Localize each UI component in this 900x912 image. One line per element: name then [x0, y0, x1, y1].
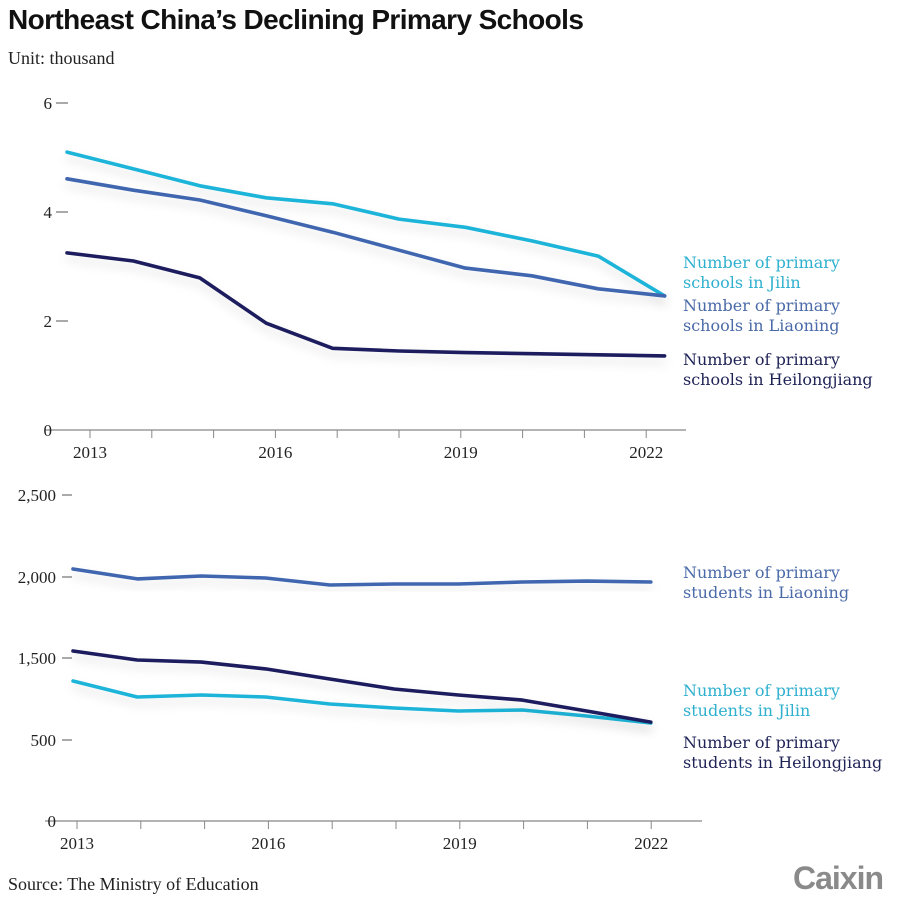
students-line-chart: 2013 2016 2019 2022 0 500 1,500 2,000 2,500 Numbe…: [18, 486, 882, 853]
series-heilongjiang: [71, 649, 653, 724]
series-line-jilin: [71, 679, 653, 725]
y-tick-label: 1,500: [18, 649, 56, 668]
series-label-liaoning: schools in Liaoning: [683, 316, 840, 335]
series-label-heilongjiang: students in Heilongjiang: [683, 753, 882, 772]
unit-label: Unit: thousand: [8, 48, 115, 68]
series-label-jilin: schools in Jilin: [683, 273, 801, 292]
x-tick-label: 2022: [634, 834, 668, 853]
x-tick-label: 2019: [444, 443, 478, 462]
x-tick-label: 2013: [73, 443, 107, 462]
x-tick-label: 2016: [258, 443, 292, 462]
y-tick-label: 500: [31, 731, 57, 750]
series-liaoning: [71, 567, 653, 587]
series-line-jilin: [65, 150, 667, 298]
y-tick-label: 4: [44, 203, 53, 222]
source-note: Source: The Ministry of Education: [8, 874, 259, 894]
series-line-liaoning: [65, 177, 667, 298]
caixin-logo: Caixin: [793, 860, 884, 896]
series-line-heilongjiang: [65, 251, 667, 358]
x-tick-label: 2016: [251, 834, 285, 853]
series-jilin: [71, 679, 653, 725]
y-tick-label: 6: [44, 94, 53, 113]
series-label-jilin: Number of primary: [683, 253, 840, 272]
series-line-liaoning: [71, 567, 653, 587]
y-tick-label: 0: [44, 421, 53, 440]
series-label-heilongjiang: Number of primary: [683, 350, 840, 369]
y-tick-label: 2: [44, 312, 53, 331]
series-label-heilongjiang: schools in Heilongjiang: [683, 370, 873, 389]
series-label-liaoning: students in Liaoning: [683, 583, 849, 602]
series-label-jilin: students in Jilin: [683, 701, 810, 720]
chart-title: Northeast China’s Declining Primary Scho…: [8, 4, 584, 35]
y-tick-label: 2,000: [18, 568, 56, 587]
series-heilongjiang: [65, 251, 667, 358]
series-label-liaoning: Number of primary: [683, 296, 840, 315]
x-tick-label: 2019: [443, 834, 477, 853]
series-label-jilin: Number of primary: [683, 681, 840, 700]
series-label-liaoning: Number of primary: [683, 563, 840, 582]
series-line-heilongjiang: [71, 649, 653, 724]
y-tick-label: 2,500: [18, 486, 56, 505]
series-label-heilongjiang: Number of primary: [683, 733, 840, 752]
series-liaoning: [65, 177, 667, 298]
series-jilin: [65, 150, 667, 298]
x-tick-label: 2013: [60, 834, 94, 853]
series-shadow: [73, 681, 651, 723]
x-tick-label: 2022: [629, 443, 663, 462]
y-tick-label: 0: [48, 812, 57, 831]
